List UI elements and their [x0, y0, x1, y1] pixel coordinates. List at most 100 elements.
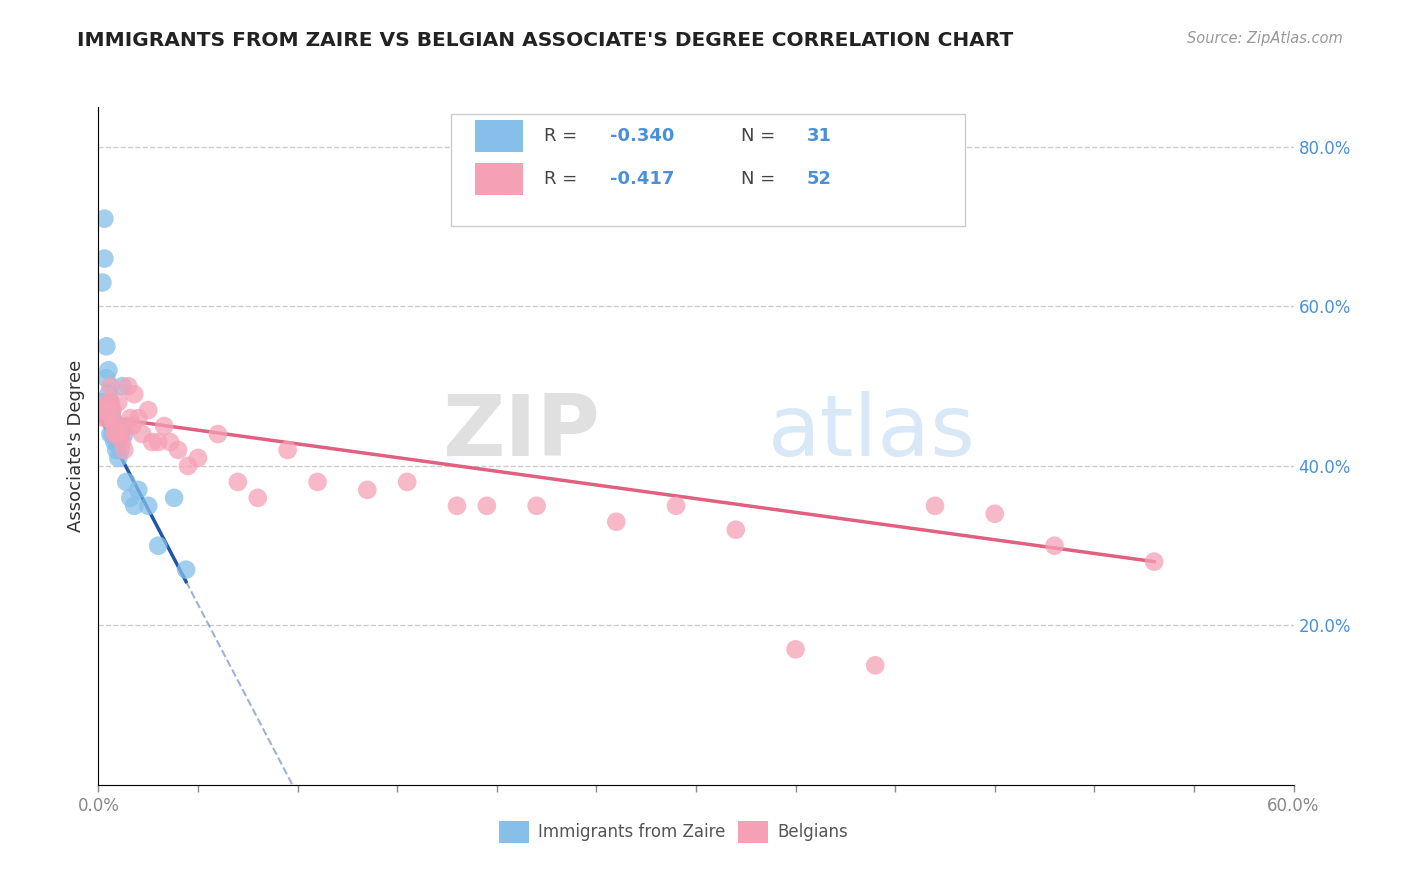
Point: [107, 395, 129, 409]
Point: [111, 435, 134, 450]
Text: R =: R =: [544, 169, 583, 188]
Point: [89, 395, 111, 409]
FancyBboxPatch shape: [451, 114, 965, 226]
Point: [107, 419, 129, 434]
Point: [91, 276, 114, 290]
Point: [446, 499, 468, 513]
Point: [103, 427, 125, 442]
Point: [226, 475, 249, 489]
Point: [148, 539, 170, 553]
Text: N =: N =: [741, 128, 782, 145]
Point: [101, 411, 124, 425]
Point: [153, 419, 176, 434]
Point: [120, 491, 142, 505]
Point: [101, 427, 124, 442]
FancyBboxPatch shape: [738, 821, 768, 843]
Point: [187, 450, 209, 465]
Point: [605, 515, 627, 529]
Point: [103, 427, 125, 442]
Point: [91, 403, 114, 417]
Point: [111, 379, 134, 393]
Point: [93, 252, 115, 266]
Point: [307, 475, 329, 489]
Point: [103, 435, 125, 450]
Point: [107, 427, 129, 442]
Point: [98, 395, 122, 409]
Point: [105, 442, 128, 457]
Point: [117, 379, 139, 393]
Point: [136, 403, 159, 417]
Point: [93, 411, 115, 425]
Point: [396, 475, 419, 489]
Text: ZIP: ZIP: [443, 391, 600, 474]
Text: atlas: atlas: [768, 391, 976, 474]
Point: [98, 379, 122, 393]
Point: [112, 427, 135, 442]
Point: [136, 499, 159, 513]
Point: [120, 411, 142, 425]
Text: N =: N =: [741, 169, 782, 188]
Point: [96, 411, 118, 425]
Point: [115, 475, 138, 489]
Text: Immigrants from Zaire: Immigrants from Zaire: [538, 822, 725, 841]
Point: [105, 427, 128, 442]
Point: [101, 411, 124, 425]
Text: 52: 52: [807, 169, 832, 188]
Text: R =: R =: [544, 128, 583, 145]
Point: [97, 403, 120, 417]
Text: Source: ZipAtlas.com: Source: ZipAtlas.com: [1187, 31, 1343, 46]
Point: [96, 339, 118, 353]
Point: [356, 483, 378, 497]
Point: [105, 435, 128, 450]
Point: [177, 458, 200, 473]
Point: [124, 499, 146, 513]
Point: [984, 507, 1007, 521]
Point: [112, 442, 135, 457]
Point: [785, 642, 807, 657]
Point: [98, 403, 122, 417]
Point: [97, 363, 120, 377]
Point: [167, 442, 190, 457]
Point: [107, 450, 129, 465]
Point: [163, 491, 186, 505]
Point: [103, 419, 125, 434]
Point: [101, 403, 124, 417]
Point: [98, 395, 122, 409]
Y-axis label: Associate's Degree: Associate's Degree: [66, 359, 84, 533]
Point: [124, 387, 146, 401]
Point: [159, 435, 181, 450]
Point: [141, 435, 163, 450]
Point: [89, 403, 111, 417]
Point: [93, 211, 115, 226]
Point: [526, 499, 548, 513]
Point: [127, 411, 149, 425]
Text: Belgians: Belgians: [778, 822, 848, 841]
Point: [246, 491, 269, 505]
Point: [121, 419, 143, 434]
Point: [924, 499, 946, 513]
Point: [115, 419, 138, 434]
Point: [97, 387, 120, 401]
Text: -0.340: -0.340: [610, 128, 675, 145]
Point: [131, 427, 153, 442]
Point: [101, 403, 124, 417]
Point: [277, 442, 299, 457]
Text: -0.417: -0.417: [610, 169, 675, 188]
Text: 31: 31: [807, 128, 832, 145]
Point: [865, 658, 887, 673]
Point: [96, 371, 118, 385]
FancyBboxPatch shape: [475, 162, 523, 195]
Point: [148, 435, 170, 450]
FancyBboxPatch shape: [499, 821, 529, 843]
Point: [110, 427, 132, 442]
FancyBboxPatch shape: [475, 120, 523, 153]
Text: IMMIGRANTS FROM ZAIRE VS BELGIAN ASSOCIATE'S DEGREE CORRELATION CHART: IMMIGRANTS FROM ZAIRE VS BELGIAN ASSOCIA…: [77, 31, 1014, 50]
Point: [174, 563, 197, 577]
Point: [475, 499, 498, 513]
Point: [1043, 539, 1066, 553]
Point: [127, 483, 149, 497]
Point: [1143, 555, 1166, 569]
Point: [98, 427, 122, 442]
Point: [207, 427, 229, 442]
Point: [110, 442, 132, 457]
